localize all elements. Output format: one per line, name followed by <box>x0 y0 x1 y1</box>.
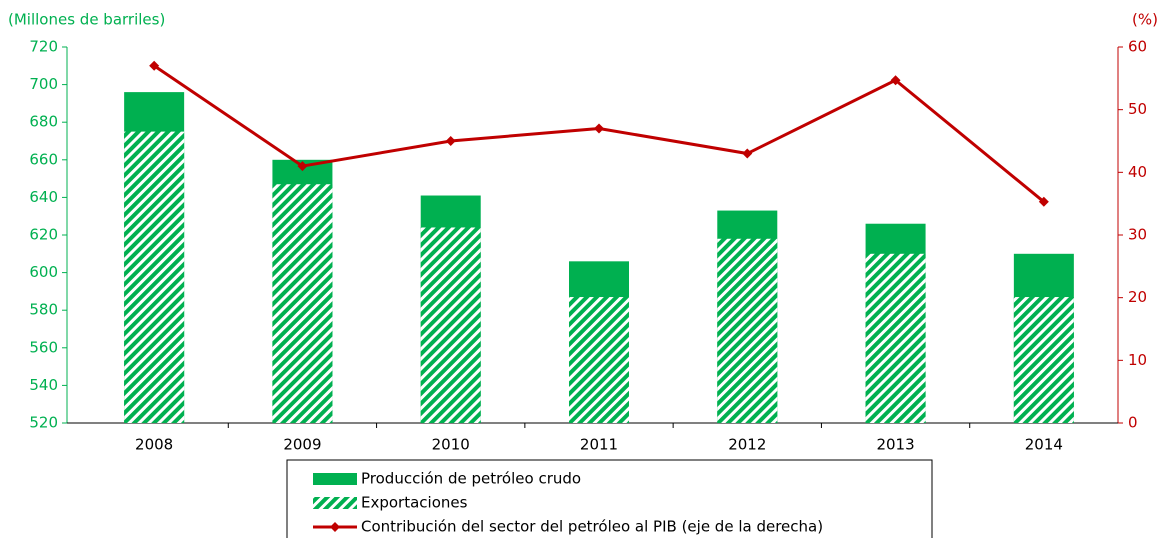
y2-tick-label: 20 <box>1128 288 1147 306</box>
bar <box>1013 297 1074 423</box>
bar <box>569 297 629 423</box>
marker <box>890 75 901 86</box>
x-tick-label: 2011 <box>580 436 618 454</box>
x-tick-label: 2013 <box>876 436 914 454</box>
legend-marker <box>330 522 340 532</box>
legend-box <box>286 459 933 538</box>
marker <box>1038 196 1049 207</box>
y2-tick-label: 30 <box>1128 226 1147 244</box>
marker <box>742 148 753 159</box>
y-tick-label: 700 <box>29 75 58 93</box>
marker <box>297 161 308 172</box>
y-axis-label: (Millones de barriles) <box>8 11 165 29</box>
y-tick-label: 600 <box>29 263 58 281</box>
x-tick-label: 2010 <box>432 436 470 454</box>
bar <box>717 238 778 423</box>
x-tick-label: 2014 <box>1025 436 1063 454</box>
marker <box>149 60 160 71</box>
legend-label: Producción de petróleo crudo <box>361 470 581 488</box>
legend-label: Contribución del sector del petróleo al … <box>361 518 823 536</box>
y2-tick-label: 0 <box>1128 414 1138 432</box>
x-tick-label: 2012 <box>728 436 766 454</box>
y-tick-label: 680 <box>29 113 58 131</box>
x-tick-label: 2009 <box>283 436 321 454</box>
y2-tick-label: 50 <box>1128 100 1147 118</box>
legend-swatch <box>313 473 357 485</box>
y-tick-label: 640 <box>29 188 58 206</box>
y-tick-label: 720 <box>29 38 58 56</box>
bar <box>420 227 481 423</box>
y-tick-label: 540 <box>29 376 58 394</box>
marker <box>594 123 604 134</box>
y2-tick-label: 40 <box>1128 163 1147 181</box>
y-tick-label: 560 <box>29 338 58 356</box>
x-tick-label: 2008 <box>135 436 173 454</box>
legend-label: Exportaciones <box>361 494 468 512</box>
y-tick-label: 520 <box>29 414 58 432</box>
y-tick-label: 620 <box>29 226 58 244</box>
y-tick-label: 580 <box>29 301 58 319</box>
bar <box>124 131 185 423</box>
y2-tick-label: 60 <box>1128 38 1147 56</box>
y2-axis-label: (%) <box>1132 11 1158 29</box>
y-tick-label: 660 <box>29 150 58 168</box>
marker <box>445 136 456 146</box>
bar <box>272 184 333 423</box>
y2-tick-label: 10 <box>1128 351 1147 369</box>
legend-swatch <box>313 497 357 509</box>
bar <box>865 253 926 423</box>
